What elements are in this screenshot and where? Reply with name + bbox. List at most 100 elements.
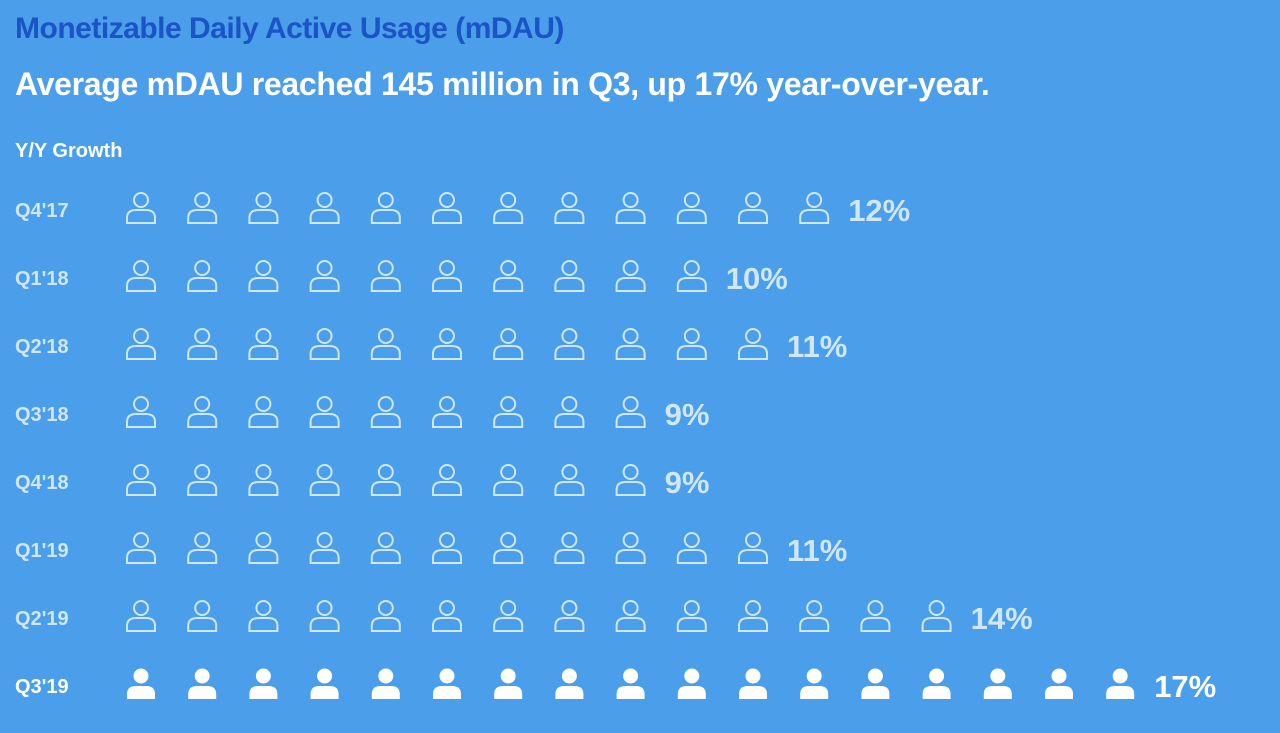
- person-filled-icon: [555, 668, 584, 699]
- person-outline-icon: [126, 260, 156, 292]
- chart-row: Q2'19 14%: [15, 600, 1033, 636]
- person-outline-icon: [615, 600, 646, 632]
- person-outline-icon: [126, 464, 156, 496]
- person-filled-icon: [188, 668, 217, 699]
- person-filled-icon: [433, 668, 461, 699]
- person-outline-icon: [493, 192, 524, 224]
- category-label: Q4'18: [15, 472, 69, 494]
- category-label: Q1'18: [15, 268, 69, 290]
- chart-row: Q3'18 9%: [15, 396, 710, 432]
- category-label: Q4'17: [15, 200, 69, 222]
- person-outline-icon: [615, 192, 646, 224]
- person-outline-icon: [615, 328, 646, 360]
- person-outline-icon: [921, 600, 952, 632]
- person-outline-icon: [799, 192, 830, 224]
- person-outline-icon: [126, 192, 156, 224]
- person-filled-icon: [861, 668, 890, 699]
- chart-row: Q3'19 17%: [15, 668, 1216, 704]
- value-label: 10%: [726, 261, 788, 296]
- person-filled-icon: [922, 668, 951, 699]
- value-label: 9%: [665, 397, 710, 432]
- category-label: Q2'19: [15, 608, 69, 630]
- person-outline-icon: [248, 464, 279, 496]
- person-outline-icon: [248, 396, 279, 428]
- person-outline-icon: [738, 532, 768, 564]
- person-outline-icon: [860, 600, 891, 632]
- person-outline-icon: [615, 464, 646, 496]
- person-outline-icon: [370, 600, 401, 632]
- value-label: 11%: [787, 329, 847, 364]
- legend-title: Y/Y Growth: [15, 140, 123, 162]
- person-outline-icon: [554, 396, 585, 428]
- person-filled-icon: [800, 668, 829, 699]
- person-outline-icon: [248, 192, 279, 224]
- person-outline-icon: [493, 464, 524, 496]
- person-filled-icon: [127, 668, 155, 699]
- chart-row: Q4'18 9%: [15, 464, 710, 500]
- person-outline-icon: [676, 532, 707, 564]
- person-outline-icon: [187, 532, 218, 564]
- person-outline-icon: [309, 260, 340, 292]
- person-outline-icon: [432, 532, 462, 564]
- person-outline-icon: [554, 532, 585, 564]
- value-label: 9%: [665, 465, 710, 500]
- person-outline-icon: [493, 396, 524, 428]
- person-outline-icon: [493, 328, 524, 360]
- person-outline-icon: [370, 328, 401, 360]
- category-label: Q1'19: [15, 540, 69, 562]
- person-outline-icon: [187, 192, 218, 224]
- person-outline-icon: [370, 396, 401, 428]
- category-label: Q3'19: [15, 676, 69, 698]
- person-outline-icon: [432, 192, 462, 224]
- person-outline-icon: [554, 328, 585, 360]
- category-label: Q3'18: [15, 404, 69, 426]
- person-outline-icon: [370, 260, 401, 292]
- chart-row: Q2'18 11%: [15, 328, 847, 364]
- value-label: 14%: [971, 601, 1033, 636]
- person-outline-icon: [432, 396, 462, 428]
- person-filled-icon: [310, 668, 339, 699]
- person-outline-icon: [799, 600, 830, 632]
- person-outline-icon: [248, 260, 279, 292]
- chart-row: Q1'18 10%: [15, 260, 788, 296]
- person-outline-icon: [309, 532, 340, 564]
- person-outline-icon: [309, 192, 340, 224]
- person-filled-icon: [494, 668, 523, 699]
- person-filled-icon: [249, 668, 278, 699]
- person-outline-icon: [187, 396, 218, 428]
- chart-row: Q4'17 12%: [15, 192, 910, 228]
- person-outline-icon: [370, 192, 401, 224]
- person-outline-icon: [309, 600, 340, 632]
- person-outline-icon: [432, 464, 462, 496]
- person-outline-icon: [676, 600, 707, 632]
- person-outline-icon: [615, 532, 646, 564]
- value-label: 12%: [848, 193, 910, 228]
- person-outline-icon: [676, 260, 707, 292]
- chart-subtitle: Average mDAU reached 145 million in Q3, …: [15, 66, 990, 102]
- chart-title: Monetizable Daily Active Usage (mDAU): [15, 12, 564, 45]
- person-outline-icon: [738, 328, 768, 360]
- person-outline-icon: [738, 192, 768, 224]
- value-label: 11%: [787, 533, 847, 568]
- person-filled-icon: [1045, 668, 1073, 699]
- person-filled-icon: [739, 668, 767, 699]
- person-outline-icon: [676, 328, 707, 360]
- person-outline-icon: [126, 532, 156, 564]
- person-outline-icon: [126, 396, 156, 428]
- person-outline-icon: [187, 260, 218, 292]
- person-filled-icon: [371, 668, 400, 699]
- person-outline-icon: [126, 328, 156, 360]
- person-filled-icon: [616, 668, 645, 699]
- person-outline-icon: [309, 328, 340, 360]
- person-outline-icon: [493, 260, 524, 292]
- person-outline-icon: [554, 260, 585, 292]
- person-outline-icon: [432, 260, 462, 292]
- person-outline-icon: [432, 600, 462, 632]
- person-outline-icon: [554, 192, 585, 224]
- person-outline-icon: [432, 328, 462, 360]
- person-outline-icon: [676, 192, 707, 224]
- person-outline-icon: [493, 600, 524, 632]
- person-outline-icon: [554, 464, 585, 496]
- person-outline-icon: [370, 532, 401, 564]
